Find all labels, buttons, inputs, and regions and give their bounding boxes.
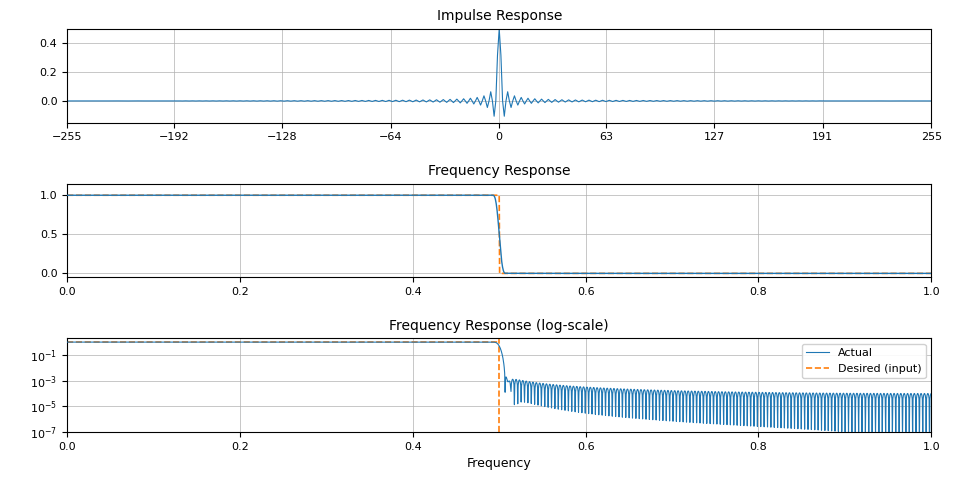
Actual	[514, 270, 525, 276]
Title: Impulse Response: Impulse Response	[437, 10, 562, 24]
Title: Frequency Response (log-scale): Frequency Response (log-scale)	[390, 319, 609, 333]
Actual	[487, 339, 498, 345]
Legend: Actual, Desired (input): Actual, Desired (input)	[802, 344, 925, 378]
Actual	[156, 339, 167, 345]
Actual	[514, 377, 525, 383]
Desired (input)	[61, 192, 73, 198]
Actual	[61, 339, 73, 345]
Actual	[564, 383, 576, 389]
Actual	[654, 393, 665, 398]
Desired (input)	[925, 271, 937, 276]
Actual	[925, 391, 937, 396]
Actual	[924, 271, 935, 276]
Desired (input)	[876, 271, 888, 276]
Desired (input)	[564, 271, 576, 276]
Line: Desired (input): Desired (input)	[67, 195, 931, 274]
Desired (input)	[61, 339, 73, 345]
Desired (input)	[493, 339, 505, 345]
Desired (input)	[282, 192, 294, 198]
Line: Actual: Actual	[67, 342, 931, 454]
Actual	[654, 271, 665, 276]
Actual	[282, 192, 294, 198]
Line: Actual: Actual	[67, 195, 931, 274]
Actual	[156, 192, 167, 198]
Actual	[876, 271, 888, 276]
Desired (input)	[514, 271, 525, 276]
Actual	[282, 339, 294, 345]
Actual	[61, 192, 73, 198]
Actual	[876, 432, 888, 438]
X-axis label: Frequency: Frequency	[467, 457, 532, 470]
Actual	[924, 451, 935, 457]
Desired (input)	[156, 192, 167, 198]
Title: Frequency Response: Frequency Response	[428, 164, 570, 178]
Actual	[564, 270, 576, 276]
Actual	[487, 192, 498, 198]
Desired (input)	[654, 271, 665, 276]
Actual	[925, 271, 937, 276]
Desired (input)	[493, 271, 505, 276]
